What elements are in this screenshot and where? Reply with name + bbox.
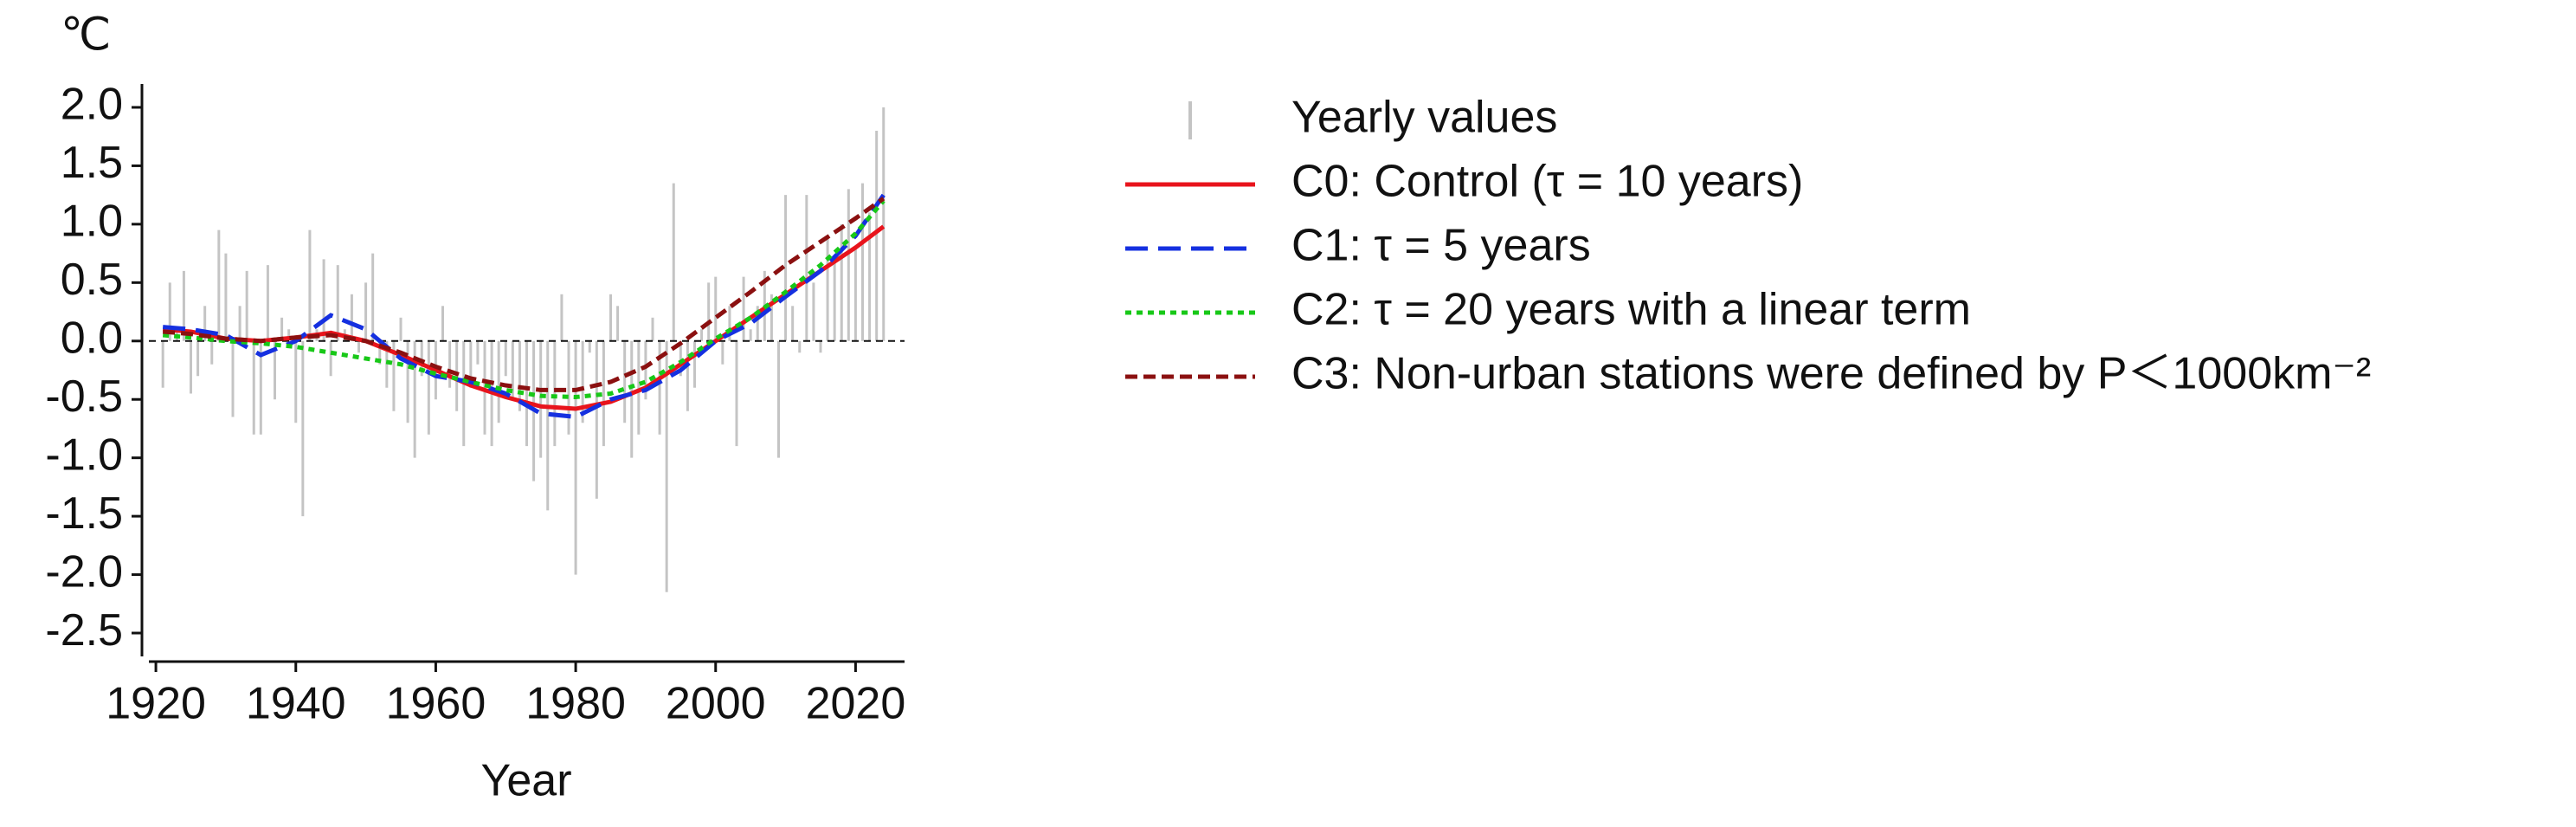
y-tick-label: -2.0 [45,546,123,597]
legend-label: Yearly values [1291,93,1557,143]
y-tick-label: 2.0 [61,80,123,130]
legend-label: C1: τ = 5 years [1291,221,1591,271]
y-tick-label: 0.5 [61,255,123,305]
y-tick-label: -2.5 [45,605,123,656]
y-tick-label: 0.0 [61,313,123,364]
x-tick-label: 1940 [246,679,346,729]
unit-label: ℃ [61,10,111,61]
series-line [162,224,886,411]
x-tick-label: 2000 [666,679,766,729]
series-line [162,199,886,400]
x-tick-label: 1980 [525,679,626,729]
y-tick-label: 1.5 [61,138,123,188]
x-axis-label: Year [480,756,571,806]
y-tick-label: 1.0 [61,197,123,247]
x-tick-label: 1920 [106,679,206,729]
series-line [162,193,886,420]
y-tick-label: -1.5 [45,488,123,539]
series-line [162,197,886,392]
legend-label: C3: Non-urban stations were defined by P… [1291,349,2371,399]
y-tick-label: -1.0 [45,430,123,480]
legend-label: C0: Control (τ = 10 years) [1291,157,1803,207]
x-tick-label: 1960 [386,679,486,729]
y-tick-label: -0.5 [45,372,123,422]
legend-label: C2: τ = 20 years with a linear term [1291,285,1971,335]
x-tick-label: 2020 [806,679,906,729]
